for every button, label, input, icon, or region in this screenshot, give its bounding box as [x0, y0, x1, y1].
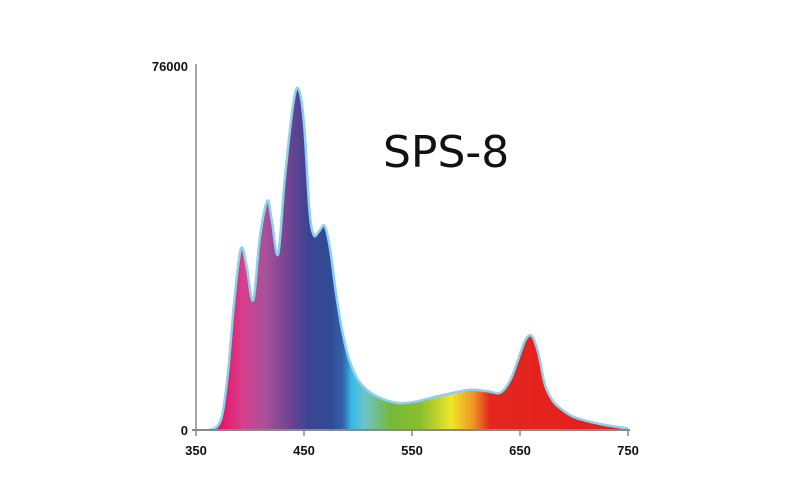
spectrum-area: [208, 87, 628, 430]
x-tick-label: 650: [509, 443, 531, 458]
y-tick-label: 76000: [152, 59, 188, 74]
x-tick-label: 350: [185, 443, 207, 458]
x-tick-label: 550: [401, 443, 423, 458]
y-tick-label: 0: [181, 423, 188, 438]
x-tick-label: 450: [293, 443, 315, 458]
chart-title: SPS-8: [383, 127, 509, 178]
spectrum-outline: [208, 86, 629, 432]
x-tick-label: 750: [617, 443, 639, 458]
